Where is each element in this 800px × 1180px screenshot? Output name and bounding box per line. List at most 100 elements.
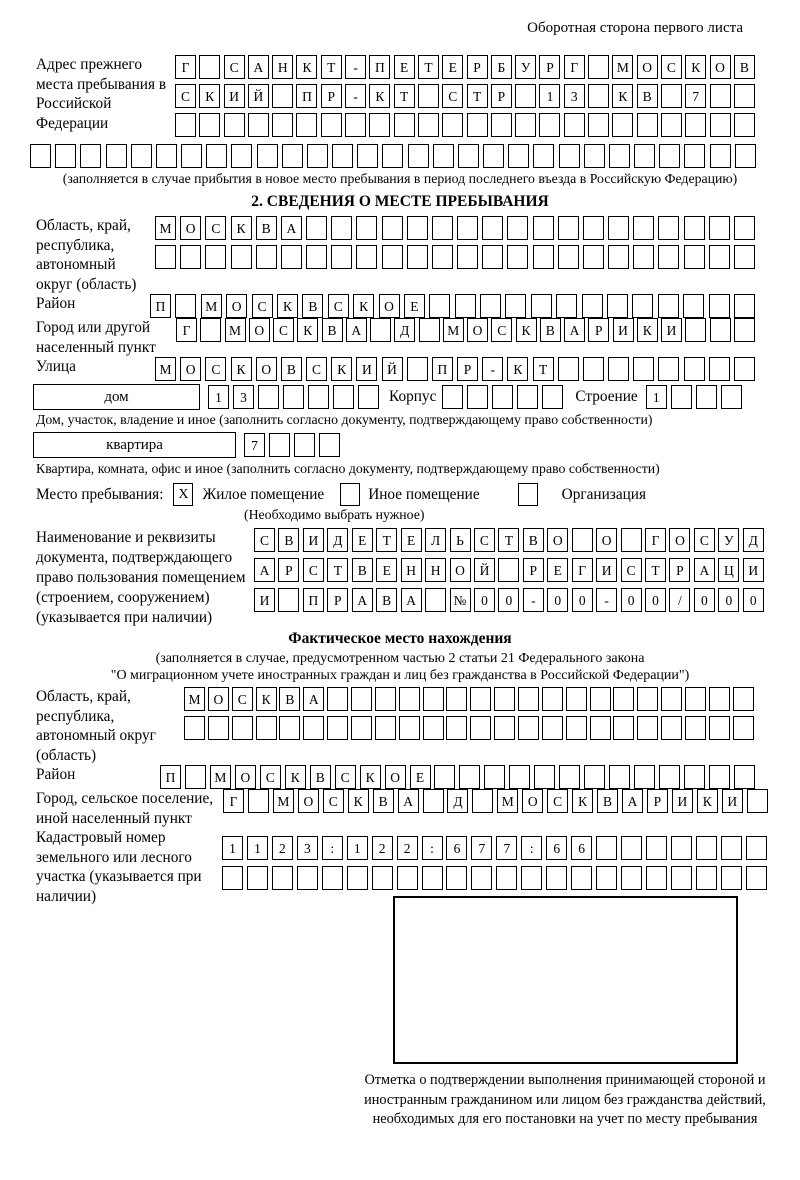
char-box[interactable]: В	[372, 789, 394, 813]
char-box[interactable]	[331, 216, 353, 240]
char-box[interactable]	[431, 245, 453, 269]
char-box[interactable]	[541, 716, 563, 740]
char-box[interactable]	[530, 294, 552, 318]
char-box[interactable]	[734, 144, 756, 168]
char-box[interactable]	[507, 245, 529, 269]
char-box[interactable]: 1	[539, 84, 561, 108]
char-box[interactable]: К	[612, 84, 634, 108]
char-box[interactable]: В	[309, 765, 331, 789]
char-box[interactable]	[583, 144, 605, 168]
char-box[interactable]	[621, 836, 642, 860]
char-box[interactable]	[484, 765, 506, 789]
char-box[interactable]: Ь	[449, 528, 471, 552]
char-box[interactable]: К	[507, 357, 529, 381]
char-box[interactable]: Р	[669, 558, 691, 582]
char-box[interactable]: И	[721, 789, 743, 813]
char-box[interactable]	[247, 789, 269, 813]
char-box[interactable]: И	[742, 558, 764, 582]
char-box[interactable]: А	[254, 558, 275, 582]
char-box[interactable]: А	[351, 588, 373, 612]
char-box[interactable]: С	[223, 55, 245, 79]
char-box[interactable]	[708, 357, 730, 381]
char-box[interactable]: И	[671, 789, 693, 813]
char-box[interactable]	[199, 113, 221, 137]
char-box[interactable]	[222, 866, 243, 890]
char-box[interactable]: У	[718, 528, 740, 552]
char-box[interactable]: П	[150, 294, 171, 318]
char-box[interactable]	[608, 216, 630, 240]
char-box[interactable]: /	[669, 588, 691, 612]
char-box[interactable]	[565, 687, 587, 711]
char-box[interactable]: М	[442, 318, 464, 342]
char-box[interactable]: К	[230, 357, 252, 381]
char-box[interactable]	[374, 687, 396, 711]
char-box[interactable]	[634, 765, 656, 789]
char-box[interactable]: А	[345, 318, 367, 342]
char-box[interactable]: К	[369, 84, 391, 108]
char-box[interactable]: С	[660, 55, 682, 79]
char-box[interactable]: И	[612, 318, 634, 342]
char-box[interactable]	[612, 113, 634, 137]
char-box[interactable]: И	[356, 357, 378, 381]
char-box[interactable]: К	[696, 789, 718, 813]
char-box[interactable]	[745, 866, 767, 890]
char-box[interactable]	[708, 716, 730, 740]
char-box[interactable]: Д	[447, 789, 469, 813]
char-box[interactable]: В	[351, 558, 373, 582]
char-box[interactable]	[596, 836, 618, 860]
char-box[interactable]	[429, 294, 451, 318]
char-box[interactable]	[571, 528, 593, 552]
char-box[interactable]	[422, 687, 444, 711]
char-box[interactable]	[331, 245, 353, 269]
char-box[interactable]	[130, 144, 152, 168]
char-box[interactable]: Т	[393, 84, 415, 108]
char-box[interactable]: И	[596, 558, 618, 582]
char-box[interactable]: В	[597, 789, 619, 813]
char-box[interactable]	[417, 113, 439, 137]
char-box[interactable]	[505, 294, 527, 318]
char-box[interactable]	[431, 216, 453, 240]
char-box[interactable]	[588, 113, 610, 137]
char-box[interactable]	[582, 245, 604, 269]
char-box[interactable]	[175, 294, 197, 318]
char-box[interactable]	[247, 113, 269, 137]
char-box[interactable]: К	[685, 55, 707, 79]
char-box[interactable]	[258, 385, 279, 409]
char-box[interactable]: С	[231, 687, 253, 711]
char-box[interactable]	[496, 866, 518, 890]
char-box[interactable]	[446, 716, 468, 740]
char-box[interactable]	[327, 716, 349, 740]
char-box[interactable]	[425, 588, 447, 612]
char-box[interactable]	[345, 113, 367, 137]
char-box[interactable]	[393, 113, 415, 137]
char-box[interactable]	[708, 245, 730, 269]
char-box[interactable]	[256, 144, 278, 168]
char-box[interactable]	[457, 245, 479, 269]
char-box[interactable]: О	[709, 55, 731, 79]
char-box[interactable]: Р	[457, 357, 479, 381]
checkbox-residential[interactable]: X	[173, 483, 194, 506]
char-box[interactable]: В	[278, 528, 300, 552]
char-box[interactable]	[582, 216, 604, 240]
char-box[interactable]: М	[155, 216, 176, 240]
char-box[interactable]: Т	[376, 528, 398, 552]
char-box[interactable]: М	[224, 318, 246, 342]
char-box[interactable]	[559, 765, 581, 789]
char-box[interactable]: Д	[742, 528, 764, 552]
char-box[interactable]: А	[280, 216, 302, 240]
char-box[interactable]	[621, 866, 642, 890]
char-box[interactable]: Р	[466, 55, 488, 79]
char-box[interactable]	[417, 84, 439, 108]
char-box[interactable]	[369, 113, 391, 137]
char-box[interactable]	[695, 836, 717, 860]
char-box[interactable]: :	[321, 836, 343, 860]
char-box[interactable]	[490, 113, 512, 137]
char-box[interactable]	[466, 113, 488, 137]
char-box[interactable]	[720, 866, 742, 890]
char-box[interactable]	[733, 113, 755, 137]
char-box[interactable]: Е	[403, 294, 425, 318]
char-box[interactable]: О	[522, 789, 544, 813]
char-box[interactable]: Д	[327, 528, 349, 552]
char-box[interactable]	[155, 144, 177, 168]
char-box[interactable]	[660, 113, 682, 137]
